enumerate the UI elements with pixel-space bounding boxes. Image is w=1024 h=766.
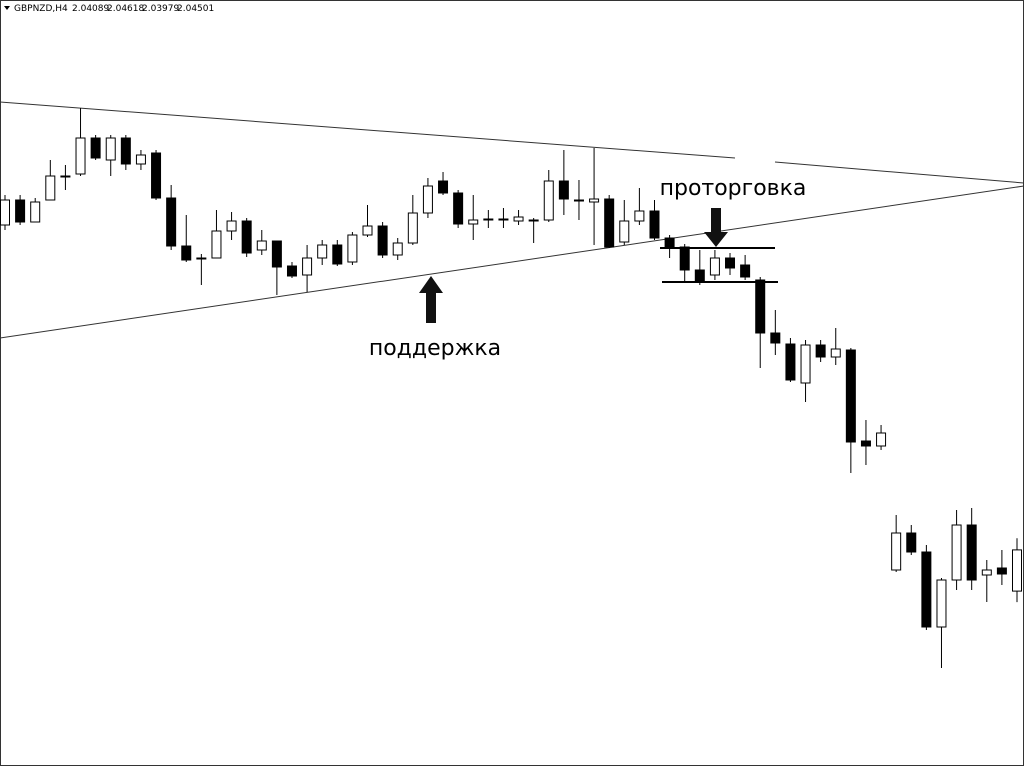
header-value: 2.03979 — [142, 4, 179, 14]
candle-body — [906, 532, 917, 553]
candle-body — [664, 237, 675, 248]
candle-body — [422, 185, 433, 214]
candle-body — [860, 440, 871, 447]
candle-body — [196, 257, 207, 260]
candle-body — [377, 225, 388, 256]
candle-body — [619, 220, 630, 243]
annotation: проторговка — [660, 176, 807, 201]
candle-body — [0, 199, 10, 226]
candle-body — [891, 532, 902, 571]
candle-body — [256, 240, 267, 251]
candle-body — [362, 225, 373, 236]
candle-body — [755, 279, 766, 334]
header-value: 2.04618 — [107, 4, 144, 14]
candle-body — [694, 269, 705, 283]
candle-body — [75, 137, 86, 175]
candle-body — [740, 264, 751, 278]
candle-body — [60, 175, 71, 178]
candle-body — [317, 244, 328, 259]
candle-body — [347, 234, 358, 263]
candle-body — [770, 332, 781, 344]
candle-body — [543, 180, 554, 221]
candle-body — [332, 244, 343, 265]
candle-body — [438, 180, 449, 194]
candle-body — [498, 218, 509, 221]
candle-body — [468, 219, 479, 225]
candle-body — [589, 198, 600, 203]
candle-body — [634, 210, 645, 222]
candle-body — [951, 524, 962, 581]
candle-body — [226, 220, 237, 232]
resistance-line — [774, 161, 1024, 184]
header-value: 2.04501 — [177, 4, 214, 14]
candle-body — [876, 432, 887, 447]
candle-body — [1012, 549, 1022, 592]
candle-body — [135, 154, 146, 165]
candle-body — [513, 216, 524, 222]
candle-body — [830, 348, 841, 358]
arrow-up — [419, 276, 443, 323]
candle-body — [90, 137, 101, 159]
header-value: 2.04089 — [72, 4, 109, 14]
candle-body — [45, 175, 56, 201]
candle-body — [936, 579, 947, 628]
candle-body — [800, 344, 811, 384]
candle-body — [649, 210, 660, 239]
candle-body — [211, 230, 222, 259]
support-line — [0, 185, 1024, 339]
candle-body — [271, 240, 282, 268]
candle-body — [996, 567, 1007, 575]
candle-body — [30, 201, 41, 223]
candle-body — [241, 220, 252, 254]
annotation: поддержка — [369, 336, 501, 361]
candle-body — [166, 197, 177, 247]
candle-body — [815, 344, 826, 358]
candle-body — [558, 180, 569, 200]
candle-body — [453, 192, 464, 225]
candle-body — [15, 199, 26, 223]
candle-body — [604, 198, 615, 248]
resistance-line — [0, 101, 736, 159]
candle-body — [483, 218, 494, 221]
candle-body — [105, 137, 116, 161]
candle-body — [392, 242, 403, 256]
candle-body — [528, 219, 539, 222]
symbol: GBPNZD,H4 — [14, 4, 68, 14]
arrow-down — [704, 208, 728, 247]
candle-body — [785, 343, 796, 381]
candle-body — [679, 246, 690, 271]
candle-body — [845, 349, 856, 443]
candle-body — [725, 257, 736, 269]
candle-body — [302, 257, 313, 276]
candle-body — [921, 551, 932, 628]
candle-body — [286, 265, 297, 277]
candle-body — [981, 569, 992, 576]
candle-body — [966, 524, 977, 581]
candle-body — [181, 245, 192, 261]
candle-body — [709, 257, 720, 276]
candle-body — [407, 212, 418, 244]
candle-body — [573, 199, 584, 202]
menu-icon[interactable] — [4, 6, 10, 10]
candles — [0, 108, 1022, 668]
candle-body — [151, 152, 162, 199]
candle-body — [120, 137, 131, 165]
